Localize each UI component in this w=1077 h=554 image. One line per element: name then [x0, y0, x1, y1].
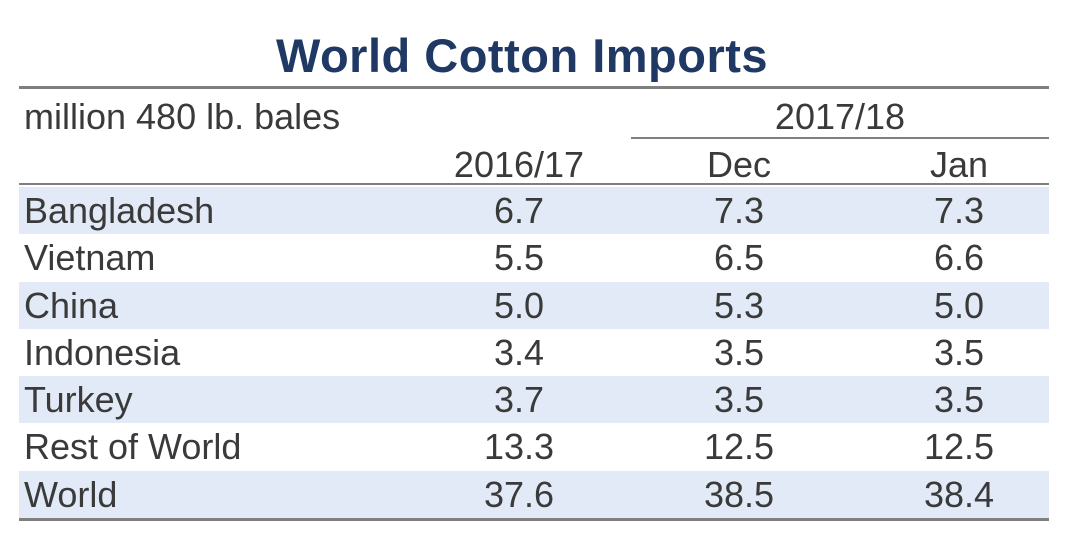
group-header-rule — [631, 137, 1049, 139]
column-header-jan: Jan — [929, 144, 989, 185]
table-row: Rest of World 13.3 12.5 12.5 — [19, 423, 1049, 470]
cell-value: 3.5 — [713, 379, 765, 421]
cell-value: 3.5 — [933, 379, 985, 421]
cell-value: 6.7 — [493, 190, 545, 231]
row-label: Rest of World — [24, 426, 242, 468]
cell-value: 12.5 — [703, 426, 775, 468]
cell-value: 6.6 — [933, 237, 985, 279]
cell-value: 5.5 — [493, 237, 545, 279]
row-label: Vietnam — [24, 237, 156, 279]
cell-value: 38.4 — [923, 473, 995, 515]
unit-label: million 480 lb. bales — [24, 96, 341, 137]
cell-value: 3.5 — [713, 331, 765, 373]
cell-value: 5.0 — [933, 284, 985, 326]
column-header-2016-17: 2016/17 — [453, 144, 585, 185]
group-header-label: 2017/18 — [774, 96, 906, 137]
cell-value: 12.5 — [923, 426, 995, 468]
cell-value: 7.3 — [933, 190, 985, 231]
cell-value: 13.3 — [483, 426, 555, 468]
cell-value: 3.7 — [493, 379, 545, 421]
table-body: Bangladesh 6.7 7.3 7.3 Vietnam 5.5 6.5 6… — [19, 187, 1049, 519]
row-label: Bangladesh — [24, 190, 215, 231]
cell-value: 3.5 — [933, 331, 985, 373]
cell-value: 5.0 — [493, 284, 545, 326]
table-row: Vietnam 5.5 6.5 6.6 — [19, 234, 1049, 281]
row-label: Turkey — [24, 379, 133, 421]
row-label: World — [24, 473, 118, 515]
chart-title: World Cotton Imports — [275, 29, 769, 82]
cell-value: 5.3 — [713, 284, 765, 326]
header-bottom-rule — [19, 183, 1049, 185]
table-row: Turkey 3.7 3.5 3.5 — [19, 376, 1049, 424]
cell-value: 6.5 — [713, 237, 765, 279]
table-header: million 480 lb. bales 2017/18 2016/17 De… — [19, 89, 1049, 185]
cell-value: 37.6 — [483, 473, 555, 515]
row-label: Indonesia — [24, 331, 181, 373]
table-row: World 37.6 38.5 38.4 — [19, 470, 1049, 519]
table-row: Bangladesh 6.7 7.3 7.3 — [19, 187, 1049, 235]
table-row: China 5.0 5.3 5.0 — [19, 281, 1049, 329]
table-top-rule — [19, 86, 1049, 89]
cell-value: 7.3 — [713, 190, 765, 231]
cell-value: 38.5 — [703, 473, 775, 515]
column-header-dec: Dec — [706, 144, 772, 185]
row-label: China — [24, 284, 119, 326]
table-bottom-rule — [19, 518, 1049, 521]
cell-value: 3.4 — [493, 331, 545, 373]
table-row: Indonesia 3.4 3.5 3.5 — [19, 329, 1049, 376]
